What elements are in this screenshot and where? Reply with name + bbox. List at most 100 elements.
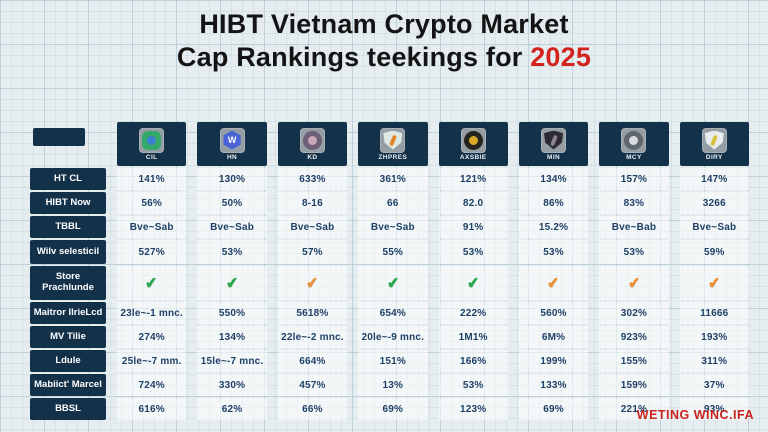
table-cell: 130% [197,168,267,190]
table-cell: 330% [197,374,267,396]
table-cell: 157% [599,168,669,190]
column-label: CIL [145,153,158,161]
cell-value: 361% [379,173,406,185]
table-cell: 62% [197,398,267,420]
cell-value: 633% [299,173,326,185]
column-header-diry: DIRY [679,122,749,166]
circle-figure-icon-shape [302,130,322,150]
table-cell: 53% [197,240,267,264]
cell-value: 550% [218,307,246,319]
table-cell: 311% [679,350,749,372]
cell-value: 5618% [296,307,329,319]
rankings-table: CIL W HN KD ZHPRES AXSBIE MIN MCY DIRY HT CL 141% 1… [30,122,749,420]
table-cell: 633% [277,168,348,190]
cell-value: 56% [141,197,162,209]
cell-value: 457% [299,379,326,391]
table-cell: 133% [518,374,589,396]
circle-plane-icon [621,127,647,153]
cell-value: 11666 [700,307,729,319]
table-cell: 527% [117,240,187,264]
hexagon-w-icon-shape: W [223,130,241,150]
row-label: MV Tilie [30,326,106,348]
cell-value: Bve~Sab [129,221,174,233]
cell-value: 157% [620,173,648,185]
column-label: KD [307,153,318,161]
icon-glyph: W [227,134,237,145]
table-cell: 20le~-9 mnc. [358,326,428,348]
icon-emblem [147,135,157,145]
table-cell: 15.2% [518,216,589,238]
cell-value: 50% [221,197,243,209]
column-label: MCY [626,153,642,161]
check-icon: ✔ [305,274,320,293]
table-cell: Bve~Sab [679,216,749,238]
cell-value: 57% [302,246,323,258]
cell-value: 151% [379,355,406,367]
table-cell: 8-16 [277,192,348,214]
cell-value: 15le~-7 mnc. [200,355,264,367]
table-cell: 55% [358,240,428,264]
cell-value: 199% [540,355,567,367]
cell-value: 527% [138,246,165,258]
cell-value: Bve~Sab [210,221,255,233]
table-cell: Bve~Sab [197,216,267,238]
table-cell: 56% [117,192,187,214]
icon-emblem [307,135,317,145]
cell-value: 274% [138,331,165,343]
cell-value: 25le~-7 mm. [121,355,182,367]
row-label: Mabiict' Marcel [30,374,106,396]
table-cell: 664% [277,350,348,372]
column-header-cil: CIL [117,122,187,166]
table-cell: 23le~-1 mnc. [117,302,187,324]
cell-value: 159% [620,379,648,391]
table-cell: 50% [197,192,267,214]
table-cell: ✔ [277,266,348,300]
row-label: TBBL [30,216,106,238]
table-cell: ✔ [679,266,749,300]
cell-value: 560% [540,307,567,319]
watermark: WETING WINC.IFA [636,408,754,422]
check-icon: ✔ [466,274,481,293]
table-cell: 166% [438,350,508,372]
cell-value: 302% [620,307,648,319]
cell-value: 616% [138,403,165,415]
cell-value: 66 [387,197,399,209]
table-cell: ✔ [358,266,428,300]
cell-value: 130% [218,173,246,185]
cell-value: 82.0 [463,197,484,209]
cell-value: 311% [701,355,728,367]
table-cell: 654% [358,302,428,324]
title-year: 2025 [530,41,592,72]
table-cell: 53% [518,240,589,264]
hexagon-w-icon: W [219,127,245,153]
cell-value: 55% [382,246,404,258]
icon-emblem [549,134,558,146]
cell-value: 93% [704,403,725,415]
table-cell: 616% [117,398,187,420]
table-cell: 83% [599,192,669,214]
cell-value: 330% [218,379,246,391]
cell-value: 69% [382,403,404,415]
table-cell: 66% [277,398,348,420]
cell-value: 724% [138,379,165,391]
check-icon: ✔ [385,274,401,293]
cell-value: 134% [218,331,246,343]
table-cell: 53% [599,240,669,264]
check-icon: ✔ [707,274,722,293]
table-cell: 199% [518,350,589,372]
row-label: Ldule [30,350,106,372]
cell-value: Bve~Sab [370,221,415,233]
table-cell: ✔ [438,266,508,300]
row-label: Maitror IlrieLcd [30,302,106,324]
badge-green-icon [139,127,165,153]
icon-emblem [629,135,639,145]
column-header-mcy: MCY [599,122,669,166]
table-cell: 11666 [679,302,749,324]
row-label: Wilv selesticil [30,240,106,264]
page-title: HIBT Vietnam Crypto Market Cap Rankings … [0,8,768,74]
cell-value: 53% [623,246,645,258]
cell-value: 923% [620,331,648,343]
column-label: HN [226,153,238,161]
cell-value: 134% [540,173,567,185]
table-cell: 134% [197,326,267,348]
